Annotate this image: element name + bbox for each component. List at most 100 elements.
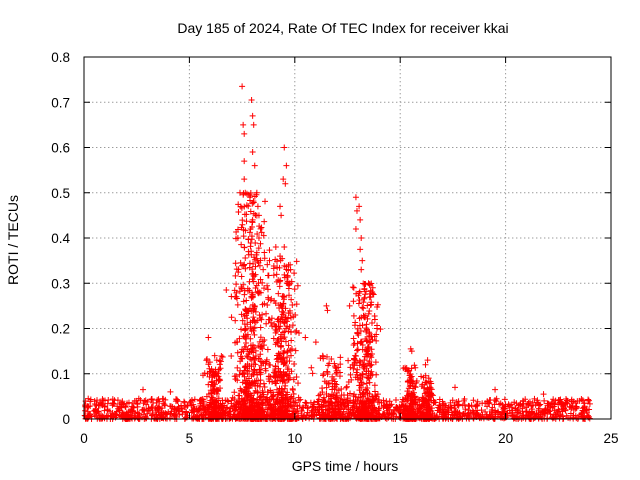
data-point [356,296,363,303]
data-point [223,287,230,294]
data-point [265,406,272,413]
data-point [239,317,246,324]
data-point [493,398,500,405]
data-point [84,403,91,410]
data-point [519,405,526,412]
data-point [368,346,375,353]
data-point [241,334,248,341]
data-point [407,377,414,384]
data-point [307,399,314,406]
data-point [323,302,330,309]
data-point [241,321,248,328]
data-point [486,397,493,404]
data-point [369,393,376,400]
data-point [201,370,208,377]
data-point [376,399,383,406]
data-point [248,251,255,258]
data-point [248,379,255,386]
data-point [352,352,359,359]
data-point [581,400,588,407]
data-point [337,354,344,361]
data-point [245,375,252,382]
data-point [361,411,368,418]
data-point [528,402,535,409]
data-point [491,401,498,408]
data-point [264,302,271,309]
y-tick-labels: 0 0.1 0.2 0.3 0.4 0.5 0.6 0.7 0.8 [51,50,70,427]
data-point [300,413,307,420]
data-point [345,357,352,364]
y-tick-label: 0 [62,412,70,427]
data-point [158,415,165,422]
data-point [271,297,278,304]
data-point [231,373,238,380]
data-point [287,309,294,316]
x-tick-label: 10 [287,431,302,446]
data-point [325,392,332,399]
data-point [365,375,372,382]
data-point [260,266,267,273]
data-point [455,398,462,405]
data-point [335,409,342,416]
data-point [172,396,179,403]
data-point [551,400,558,407]
data-point [351,355,358,362]
data-point [529,399,536,406]
data-point [340,391,347,398]
data-point [250,121,257,128]
data-point [366,412,373,419]
data-point [398,403,405,410]
data-point [242,255,249,262]
data-point [93,402,100,409]
data-point [284,366,291,373]
y-tick-label: 0.7 [51,95,70,110]
data-point [286,358,293,365]
data-point [424,404,431,411]
data-point [275,350,282,357]
data-point [366,379,373,386]
data-point [285,376,292,383]
data-point [520,414,527,421]
data-point [461,401,468,408]
data-point [257,324,264,331]
data-point [533,410,540,417]
data-point [252,308,259,315]
data-point [281,262,288,269]
data-point [483,411,490,418]
data-point [366,330,373,337]
data-point [211,352,218,359]
data-point [241,244,248,251]
data-point [255,245,262,252]
data-point [235,392,242,399]
data-point [289,385,296,392]
data-point [436,404,443,411]
data-point [273,278,280,285]
data-point [243,383,250,390]
data-point [350,284,357,291]
data-point [424,357,431,364]
data-point [369,290,376,297]
data-point [204,370,211,377]
y-tick-label: 0.1 [51,367,70,382]
data-point [352,194,359,201]
data-point [112,414,119,421]
data-point [234,377,241,384]
data-point [404,415,411,422]
data-point [324,412,331,419]
data-point [196,406,203,413]
data-point [356,288,363,295]
data-point [188,397,195,404]
data-point [191,396,198,403]
data-point [272,244,279,251]
data-point [199,396,206,403]
data-point [140,386,147,393]
data-point [274,386,281,393]
data-point [189,407,196,414]
data-point [361,294,368,301]
data-point [278,338,285,345]
data-point [563,412,570,419]
data-point [270,335,277,342]
data-point [323,384,330,391]
data-point [254,289,261,296]
data-point [236,371,243,378]
